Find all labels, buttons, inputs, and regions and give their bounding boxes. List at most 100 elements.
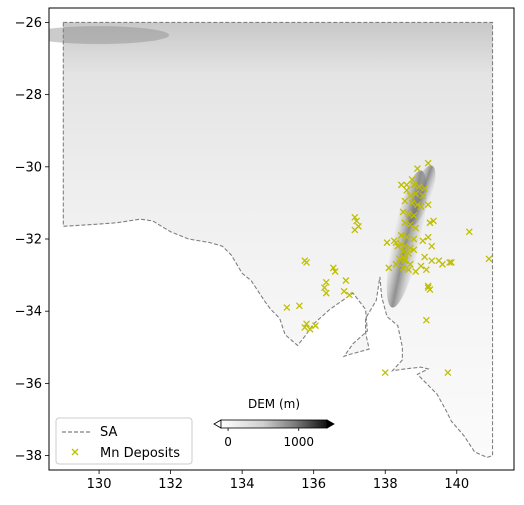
- mn-deposit-point: [401, 255, 409, 263]
- mn-deposit-point: [412, 224, 420, 232]
- x-tick-label: 138: [373, 477, 398, 492]
- y-tick-label: −26: [15, 16, 42, 31]
- mn-deposit-point: [424, 159, 432, 167]
- mn-deposit-point: [303, 259, 310, 266]
- mn-deposit-point: [422, 266, 430, 274]
- mn-deposit-point: [439, 260, 446, 268]
- colorbar-title: DEM (m): [248, 397, 300, 411]
- mn-deposit-point: [353, 217, 361, 225]
- mn-deposit-point: [399, 248, 407, 256]
- colorbar-tick-label: 0: [224, 435, 232, 449]
- mn-deposit-point: [403, 233, 411, 241]
- mn-deposit-point: [401, 197, 409, 205]
- x-tick-label: 130: [87, 477, 112, 492]
- mn-deposit-point: [342, 277, 350, 284]
- mn-deposit-point: [405, 249, 412, 257]
- mn-deposit-point: [401, 242, 409, 250]
- legend-sa-label: SA: [100, 425, 117, 440]
- mn-deposit-point: [385, 264, 393, 272]
- mn-deposit-point: [421, 185, 429, 192]
- sa-boundary: [62, 21, 494, 458]
- mn-deposit-point: [401, 219, 409, 227]
- mn-deposit-point: [417, 262, 425, 270]
- mn-deposit-point: [428, 257, 436, 265]
- mn-deposit-point: [351, 226, 359, 234]
- mn-deposit-point: [424, 201, 432, 209]
- mn-deposit-point: [412, 268, 420, 275]
- y-tick-label: −36: [15, 377, 42, 392]
- y-tick-label: −34: [15, 305, 42, 320]
- mn-deposit-point: [405, 266, 412, 274]
- dem-northwest-ranges: [49, 26, 170, 45]
- mn-deposit-point: [397, 181, 405, 189]
- mn-deposit-point: [424, 282, 432, 290]
- x-tick-label: 134: [230, 477, 255, 492]
- mn-deposit-point: [396, 255, 403, 263]
- mn-deposit-point: [303, 320, 310, 328]
- mn-deposit-point: [320, 284, 328, 292]
- mn-deposit-point: [485, 255, 493, 263]
- mn-deposit-point: [399, 208, 407, 216]
- mn-deposit-point: [410, 235, 418, 243]
- mn-deposit-point: [392, 260, 400, 268]
- mn-deposit-point: [340, 287, 348, 295]
- colorbar-bar: [220, 419, 328, 429]
- mn-deposit-point: [419, 237, 427, 245]
- mn-deposit-point: [322, 278, 330, 286]
- sa-outline: [62, 21, 494, 458]
- mn-deposit-point: [351, 213, 359, 221]
- y-tick-label: −32: [15, 233, 42, 248]
- mn-deposit-point: [331, 268, 339, 275]
- colorbar: DEM (m) 0 1000: [213, 397, 335, 449]
- mn-deposit-point: [430, 217, 437, 225]
- mn-deposit-point: [421, 253, 429, 261]
- mn-deposit-point: [406, 244, 414, 252]
- mn-deposit-point: [412, 190, 420, 198]
- mn-deposit-point: [465, 228, 473, 236]
- mn-deposit-point: [428, 242, 436, 250]
- y-tick-label: −38: [15, 449, 42, 464]
- y-axis-ticks: −26 −28 −30 −32 −34 −36 −38: [15, 16, 49, 464]
- x-tick-label: 132: [158, 477, 183, 492]
- mn-deposit-point: [447, 259, 455, 266]
- mn-deposit-point: [406, 192, 414, 200]
- mn-deposit-point: [444, 369, 452, 377]
- dem-land-fill: [63, 22, 493, 458]
- mn-deposit-point: [408, 175, 416, 183]
- mn-deposit-point: [381, 369, 389, 377]
- mn-deposit-point: [408, 199, 416, 207]
- mn-deposit-point: [306, 325, 314, 333]
- mn-deposit-point: [426, 219, 434, 227]
- dem-ridge-shade: [406, 165, 436, 226]
- legend: SA Mn Deposits: [55, 417, 193, 465]
- y-tick-label: −30: [15, 160, 42, 175]
- mn-deposit-point: [417, 203, 425, 210]
- y-tick-label: −28: [15, 88, 42, 103]
- mn-deposit-point: [329, 264, 337, 272]
- legend-box: [55, 417, 193, 465]
- mn-deposit-point: [410, 246, 418, 254]
- mn-deposit-point: [413, 201, 421, 209]
- mn-deposit-point: [401, 257, 409, 265]
- mn-deposit-point: [446, 259, 454, 266]
- x-tick-label: 140: [444, 477, 469, 492]
- mn-deposit-point: [390, 237, 398, 245]
- mn-deposit-point: [403, 186, 411, 194]
- mn-deposit-point: [322, 289, 330, 297]
- x-tick-label: 136: [301, 477, 326, 492]
- legend-mn-swatch: [71, 448, 79, 456]
- mn-deposit-point: [405, 210, 412, 218]
- mn-deposit-point: [383, 239, 391, 247]
- x-axis-ticks: 130 132 134 136 138 140: [87, 470, 469, 492]
- mn-deposit-point: [424, 284, 432, 292]
- mn-deposit-point: [312, 322, 319, 330]
- mn-deposit-point: [419, 192, 427, 200]
- mn-deposit-point: [410, 212, 418, 219]
- mn-deposit-point: [295, 302, 303, 310]
- colorbar-extend-high: [326, 419, 335, 429]
- mn-deposit-point: [399, 264, 407, 272]
- mn-deposit-point: [410, 181, 418, 189]
- mn-deposit-point: [415, 183, 423, 191]
- mn-deposit-point: [403, 181, 411, 189]
- mn-deposit-point: [397, 231, 405, 239]
